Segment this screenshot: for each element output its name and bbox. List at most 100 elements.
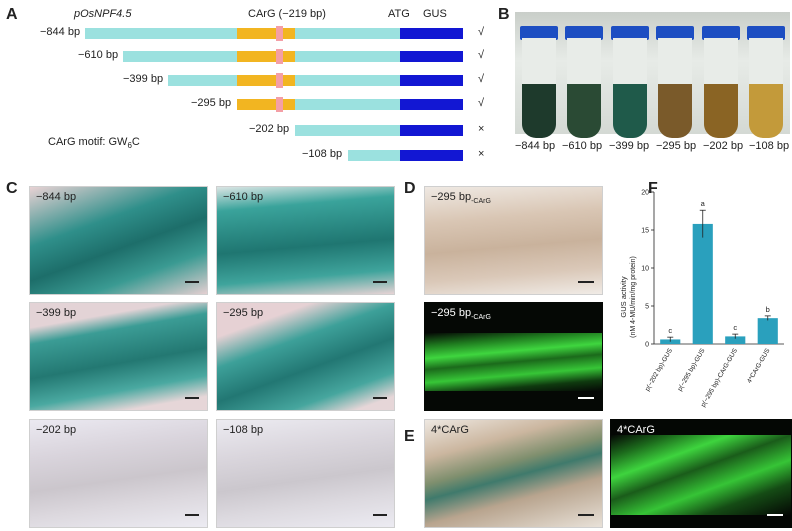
gus-segment bbox=[400, 28, 463, 39]
promoter-segment bbox=[348, 150, 400, 161]
construct-label: −295 bp bbox=[191, 97, 232, 109]
tube-liquid bbox=[749, 84, 783, 138]
tube-liquid bbox=[658, 84, 692, 138]
y-tick-label: 5 bbox=[645, 304, 649, 311]
bar bbox=[692, 223, 713, 344]
bar bbox=[725, 336, 746, 344]
y-axis-label: GUS activity bbox=[619, 276, 628, 318]
activity-mark: × bbox=[478, 148, 485, 160]
x-tick-label: 4*CArG-GUS bbox=[746, 347, 772, 385]
construct-label: −844 bp bbox=[40, 26, 81, 38]
gfp-fluorescence-image: 4*CArG bbox=[610, 419, 792, 528]
significance-letter: a bbox=[701, 199, 706, 208]
gus-segment bbox=[400, 99, 463, 110]
image-label: −399 bp bbox=[36, 307, 77, 319]
promoter-segment bbox=[168, 75, 237, 86]
carg-box bbox=[276, 97, 283, 112]
carg-box bbox=[276, 73, 283, 88]
scale-bar bbox=[767, 514, 783, 516]
panel-f-label: F bbox=[648, 180, 658, 197]
promoter-segment bbox=[123, 51, 237, 62]
panel-b-label: B bbox=[498, 6, 510, 23]
tube-label: −399 bp bbox=[609, 140, 650, 152]
tube bbox=[702, 26, 740, 138]
construct-label: −202 bp bbox=[249, 123, 290, 135]
scale-bar bbox=[185, 281, 199, 283]
carg-box bbox=[276, 49, 283, 64]
promoter-name: pOsNPF4.5 bbox=[74, 8, 132, 20]
tube-label: −844 bp bbox=[515, 140, 556, 152]
gfp-fluorescence-image: −295 bp-CArG bbox=[424, 302, 603, 411]
scale-bar bbox=[373, 514, 387, 516]
significance-letter: b bbox=[766, 305, 770, 314]
root-gus-image: −202 bp bbox=[29, 419, 208, 528]
gus-segment bbox=[400, 75, 463, 86]
activity-mark: √ bbox=[478, 73, 485, 85]
tube-liquid bbox=[704, 84, 738, 138]
tube-liquid bbox=[522, 84, 556, 138]
significance-letter: c bbox=[668, 326, 672, 335]
gus-segment bbox=[400, 150, 463, 161]
x-tick-label: p(−202 bp)-GUS bbox=[644, 347, 674, 393]
atg-label: ATG bbox=[388, 8, 410, 20]
scale-bar bbox=[185, 514, 199, 516]
gfp-signal bbox=[425, 333, 602, 391]
tube bbox=[611, 26, 649, 138]
tube bbox=[747, 26, 785, 138]
image-label: −844 bp bbox=[36, 191, 77, 203]
image-label: −295 bp-CArG bbox=[431, 191, 491, 206]
tube-label: −202 bp bbox=[703, 140, 744, 152]
tube bbox=[520, 26, 558, 138]
scale-bar bbox=[373, 397, 387, 399]
carg-motif-text: CArG motif: GW6C bbox=[48, 136, 140, 151]
construct-label: −108 bp bbox=[302, 148, 343, 160]
tube-label: −295 bp bbox=[656, 140, 697, 152]
root-gus-image: −295 bp bbox=[216, 302, 395, 411]
x-tick-label: p(−295 bp)-GUS bbox=[676, 347, 706, 393]
carg-region-segment bbox=[237, 51, 295, 62]
root-gus-image: −610 bp bbox=[216, 186, 395, 295]
gus-segment bbox=[400, 51, 463, 62]
tubes-photo bbox=[515, 12, 790, 138]
y-tick-label: 10 bbox=[641, 266, 649, 273]
tube-label: −610 bp bbox=[562, 140, 603, 152]
scale-bar bbox=[578, 281, 594, 283]
root-gus-image-d: −295 bp-CArG bbox=[424, 186, 603, 295]
y-tick-label: 20 bbox=[641, 190, 649, 197]
carg-region-segment bbox=[237, 99, 295, 110]
construct-label: −610 bp bbox=[78, 49, 119, 61]
image-label: −295 bp-CArG bbox=[431, 307, 491, 322]
promoter-segment bbox=[295, 125, 400, 136]
x-tick-label: p(−295 bp)-CArG-GUS bbox=[700, 347, 740, 408]
activity-mark: √ bbox=[478, 49, 485, 61]
promoter-segment bbox=[295, 28, 400, 39]
promoter-segment bbox=[295, 51, 400, 62]
promoter-segment bbox=[85, 28, 237, 39]
image-label: −610 bp bbox=[223, 191, 264, 203]
tube bbox=[565, 26, 603, 138]
carg-region-segment bbox=[237, 75, 295, 86]
tube-liquid bbox=[613, 84, 647, 138]
image-label: 4*CArG bbox=[617, 424, 655, 436]
activity-mark: √ bbox=[478, 97, 485, 109]
activity-mark: × bbox=[478, 123, 485, 135]
image-label: −108 bp bbox=[223, 424, 264, 436]
y-tick-label: 0 bbox=[645, 342, 649, 349]
tube-liquid bbox=[567, 84, 601, 138]
carg-box bbox=[276, 26, 283, 41]
scale-bar bbox=[578, 514, 594, 516]
gus-label: GUS bbox=[423, 8, 447, 20]
tube-label: −108 bp bbox=[749, 140, 790, 152]
scale-bar bbox=[578, 397, 594, 399]
image-label: −295 bp bbox=[223, 307, 264, 319]
carg-position-label: CArG (−219 bp) bbox=[248, 8, 326, 20]
root-gus-image: −108 bp bbox=[216, 419, 395, 528]
y-axis-unit-label: (nM 4-MU/min/mg protein) bbox=[630, 256, 637, 338]
construct-label: −399 bp bbox=[123, 73, 164, 85]
panel-d-label: D bbox=[404, 180, 416, 197]
promoter-segment bbox=[295, 99, 400, 110]
root-gus-image-e: 4*CArG bbox=[424, 419, 603, 528]
scale-bar bbox=[373, 281, 387, 283]
panel-e-label: E bbox=[404, 428, 415, 445]
root-gus-image: −399 bp bbox=[29, 302, 208, 411]
